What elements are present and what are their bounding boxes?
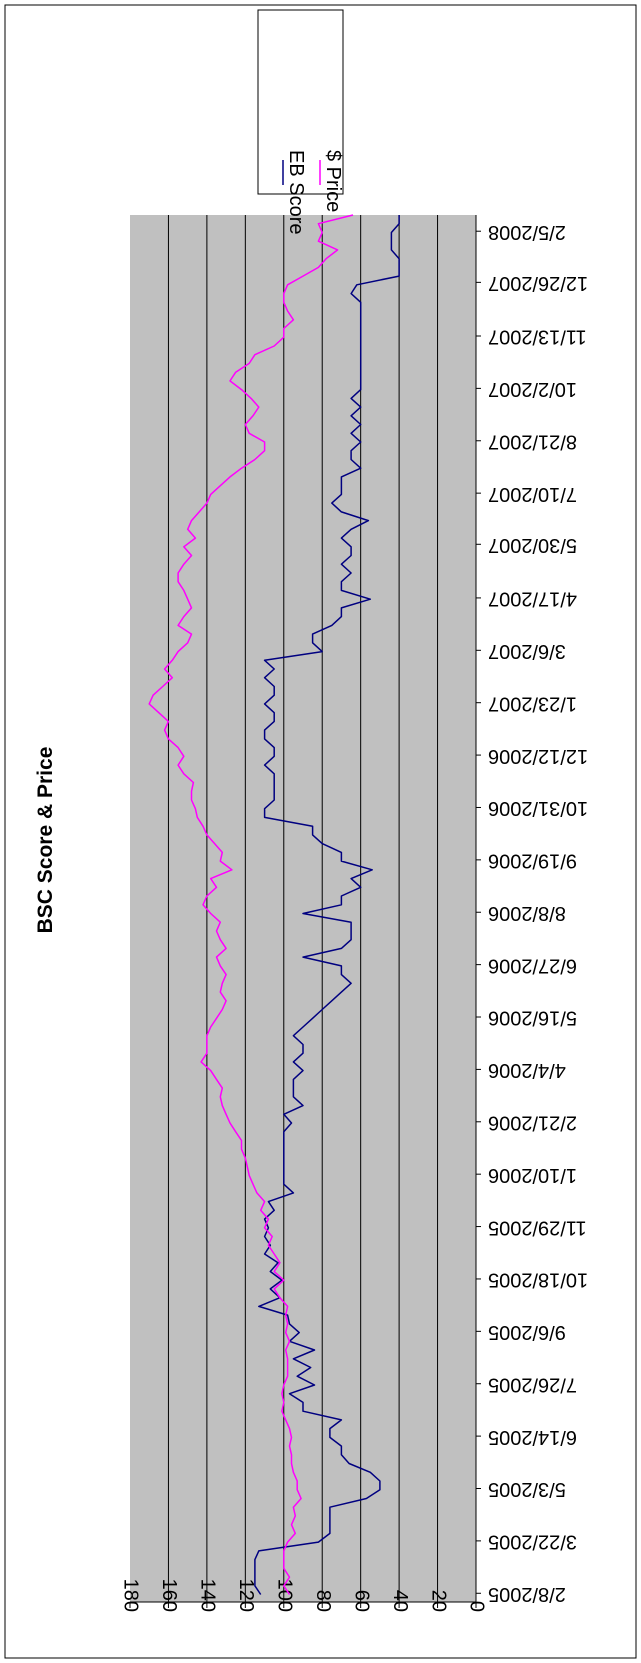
y-tick-label: 100	[273, 1579, 295, 1612]
gridlines	[167, 215, 439, 1602]
y-tick-label: 80	[312, 1590, 334, 1612]
x-tick-label: 7/10/2007	[488, 483, 577, 505]
y-tick-label: 40	[389, 1590, 411, 1612]
x-tick-label: 8/8/2006	[488, 902, 566, 924]
x-tick-label: 4/4/2006	[488, 1059, 566, 1081]
x-tick-label: 9/19/2006	[488, 850, 577, 872]
y-tick-label: 120	[235, 1579, 257, 1612]
series-group	[148, 214, 400, 1595]
series-line-price	[148, 214, 354, 1595]
x-tick-label: 2/5/2008	[488, 221, 566, 243]
x-tick-label: 1/10/2006	[488, 1164, 577, 1186]
x-tick-label: 9/6/2005	[488, 1321, 566, 1343]
x-tick-label: 11/13/2007	[488, 326, 587, 348]
y-axis: 0 20 40 60 80 100 120 140 160 180	[120, 1579, 488, 1612]
x-axis: 2/8/2005 3/22/2005 5/3/2005 6/14/2005 7/26/2…	[475, 215, 588, 1605]
chart-title: BSC Score & Price	[34, 747, 57, 934]
y-tick-label: 180	[120, 1579, 142, 1612]
x-tick-label: 2/8/2005	[488, 1583, 566, 1605]
x-tick-label: 3/22/2005	[488, 1531, 577, 1553]
y-tick-label: 160	[158, 1579, 180, 1612]
plot-area	[130, 215, 476, 1602]
x-tick-label: 5/16/2006	[488, 1007, 577, 1029]
x-tick-label: 10/2/2007	[488, 378, 577, 400]
x-tick-label: 2/21/2006	[488, 1112, 577, 1134]
x-tick-label: 1/23/2007	[488, 692, 577, 714]
x-tick-label: 11/29/2005	[488, 1216, 587, 1238]
legend-label-eb-score: EB Score	[285, 150, 307, 234]
x-tick-label: 6/27/2006	[488, 954, 577, 976]
x-tick-label: 12/12/2006	[488, 745, 588, 767]
y-tick-label: 20	[427, 1590, 449, 1612]
y-tick-label: 60	[350, 1590, 372, 1612]
x-tick-label: 8/21/2007	[488, 430, 577, 452]
legend: EB Score $ Price	[257, 9, 344, 234]
y-tick-label: 0	[466, 1601, 488, 1612]
legend-label-price: $ Price	[322, 150, 344, 212]
series-line-eb-score	[254, 215, 400, 1595]
x-tick-label: 6/14/2005	[488, 1426, 577, 1448]
x-tick-label: 5/30/2007	[488, 534, 577, 556]
x-tick-label: 4/17/2007	[488, 588, 577, 610]
y-tick-label: 140	[197, 1579, 219, 1612]
x-tick-label: 12/26/2007	[488, 272, 588, 294]
x-tick-label: 10/18/2005	[488, 1269, 588, 1291]
legend-box	[257, 9, 344, 195]
x-tick-label: 5/3/2005	[488, 1478, 566, 1500]
x-tick-label: 3/6/2007	[488, 640, 566, 662]
x-tick-label: 10/31/2006	[488, 797, 588, 819]
x-tick-label: 7/26/2005	[488, 1373, 577, 1395]
